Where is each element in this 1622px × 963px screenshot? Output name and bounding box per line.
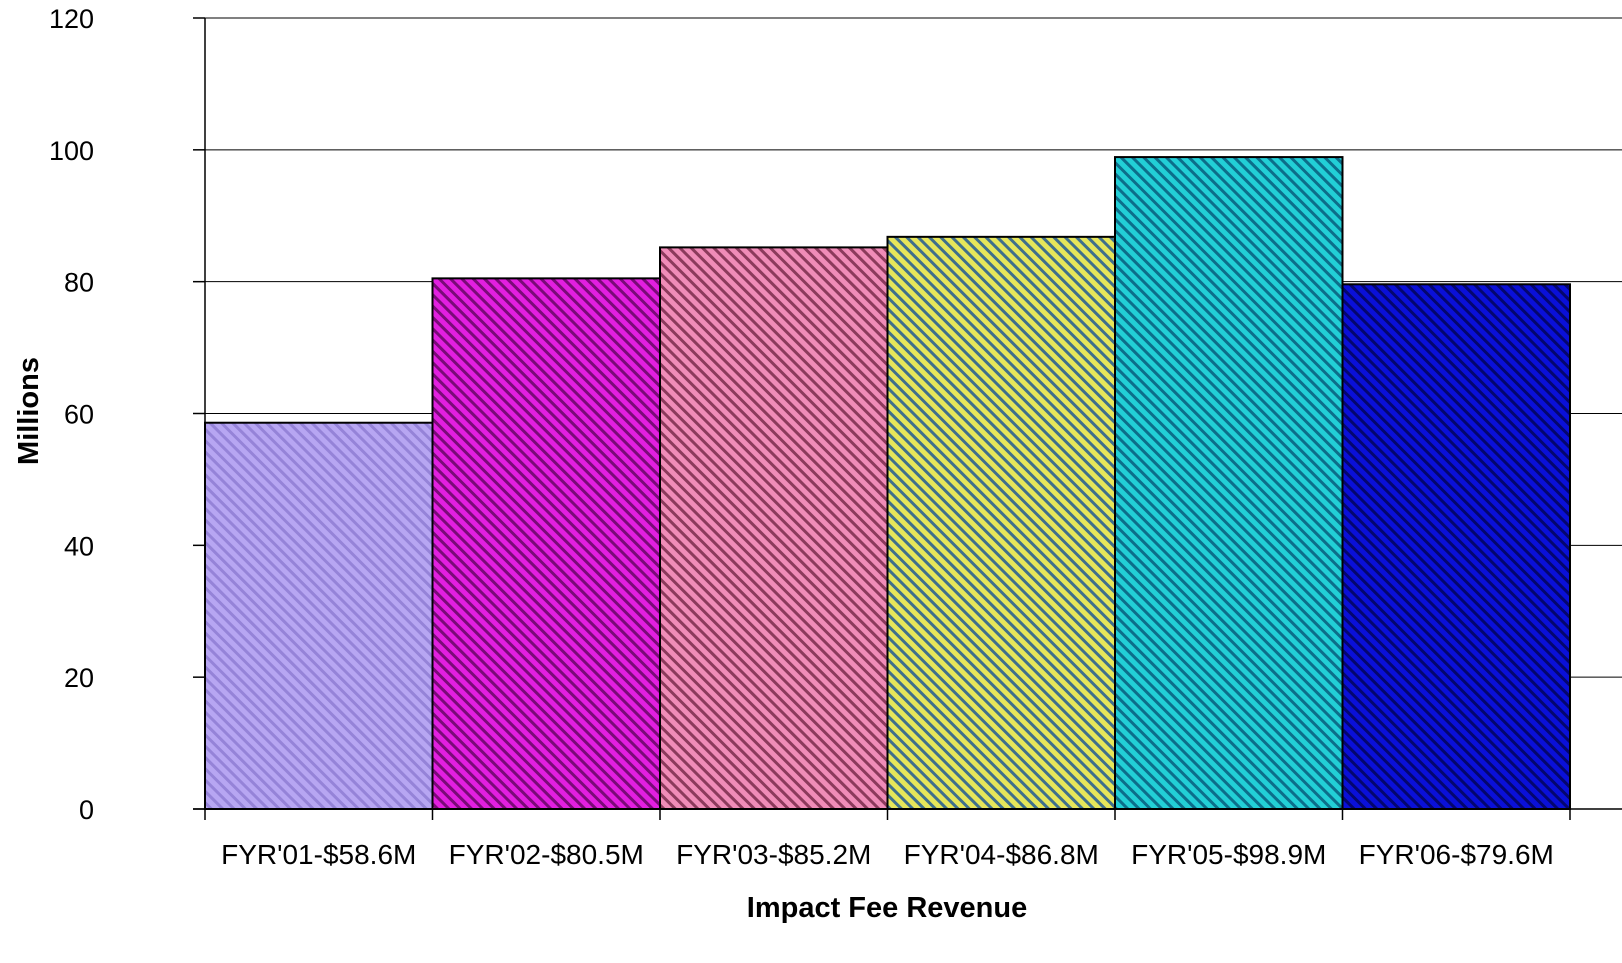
category-label-6: FYR'06-$79.6M <box>1359 839 1554 870</box>
bar-2 <box>431 277 661 810</box>
y-tick-label: 0 <box>79 795 94 825</box>
y-tick-label: 60 <box>64 400 94 430</box>
bar-5 <box>1114 156 1344 810</box>
y-tick-label: 100 <box>49 136 94 166</box>
bar-6 <box>1341 283 1571 810</box>
y-tick-labels: 0 20 40 60 80 100 120 <box>49 4 205 825</box>
x-axis-title: Impact Fee Revenue <box>747 892 1027 924</box>
bar-1 <box>204 421 434 810</box>
category-label-4: FYR'04-$86.8M <box>904 839 1099 870</box>
category-label-3: FYR'03-$85.2M <box>676 839 871 870</box>
y-tick-label: 80 <box>64 268 94 298</box>
bar-3 <box>659 246 889 810</box>
y-tick-label: 40 <box>64 531 94 561</box>
y-tick-label: 20 <box>64 663 94 693</box>
x-tick-marks <box>204 809 1571 820</box>
category-label-1: FYR'01-$58.6M <box>221 839 416 870</box>
bars <box>204 156 1571 811</box>
category-labels: FYR'01-$58.6M FYR'02-$80.5M FYR'03-$85.2M F… <box>221 839 1554 870</box>
y-axis-title: Millions <box>13 357 45 465</box>
category-label-2: FYR'02-$80.5M <box>449 839 644 870</box>
category-label-5: FYR'05-$98.9M <box>1131 839 1326 870</box>
bar-4 <box>886 235 1116 811</box>
y-tick-label: 120 <box>49 4 94 34</box>
